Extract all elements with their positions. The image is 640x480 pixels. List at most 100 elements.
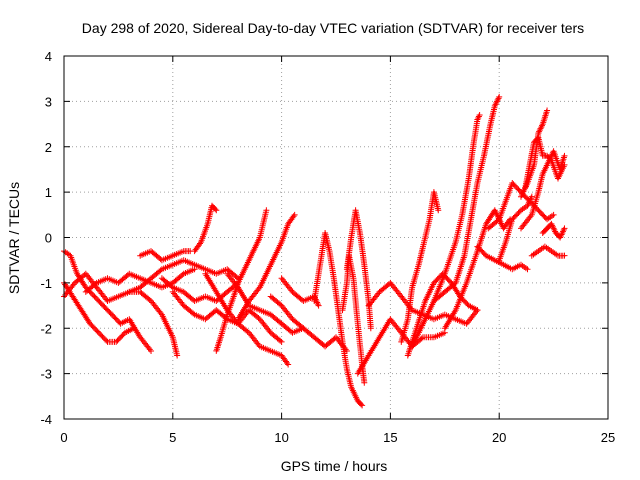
data-point-group	[180, 257, 196, 267]
data-point-group	[430, 312, 446, 323]
data-point-group	[463, 250, 480, 286]
data-point-group	[256, 307, 272, 317]
data-point-group	[509, 262, 523, 273]
data-point-group	[169, 248, 185, 259]
data-point-group	[289, 316, 305, 331]
data-point-group	[365, 290, 382, 309]
data-point-group	[361, 261, 372, 303]
data-point-group	[467, 182, 481, 223]
data-point-group	[343, 366, 354, 389]
data-point-group	[213, 267, 229, 277]
data-point-group	[169, 288, 186, 308]
data-point-group	[535, 172, 546, 196]
data-point-group	[500, 261, 514, 272]
data-point-group	[191, 261, 207, 272]
data-point-group	[430, 330, 446, 341]
data-point-group	[348, 384, 360, 403]
data-point	[528, 193, 535, 200]
data-point-group	[285, 213, 297, 227]
data-point-group	[524, 195, 535, 209]
axis-ticks: 0 5 10 15 20 25 -4 -3 -2 -1 0 1 2 3 4	[40, 49, 615, 445]
y-tick-label: 2	[45, 140, 52, 155]
data-point-group	[557, 226, 567, 241]
data-point-group	[113, 331, 127, 345]
data-point	[174, 352, 181, 359]
y-tick-label: 0	[45, 231, 52, 246]
data-point-group	[158, 311, 175, 339]
y-tick-label: 3	[45, 94, 52, 109]
data-point-group	[548, 220, 559, 235]
data-point-group	[224, 266, 240, 281]
data-point-group	[502, 218, 515, 245]
data-point-group	[474, 113, 482, 123]
data-point-group	[204, 204, 215, 227]
data-point-group	[535, 244, 547, 255]
data-point-group	[82, 281, 99, 295]
data-point	[285, 361, 292, 368]
series-track-32	[522, 134, 568, 191]
data-point-group	[452, 213, 465, 245]
data-point-group	[202, 266, 218, 276]
data-point-group	[535, 122, 545, 137]
data-point-group	[539, 226, 549, 236]
x-tick-label: 5	[169, 430, 176, 445]
data-point-group	[180, 302, 197, 317]
data-point-group	[115, 289, 131, 300]
data-point-group	[246, 307, 262, 321]
data-point-group	[343, 236, 354, 273]
data-point-group	[413, 299, 428, 332]
data-point-group	[115, 271, 131, 286]
data-point	[359, 402, 366, 409]
data-point-group	[278, 302, 295, 321]
data-point-group	[267, 329, 284, 344]
data-point-group	[528, 249, 540, 259]
data-point	[561, 161, 568, 168]
data-point-group	[224, 295, 237, 318]
data-point-group	[289, 288, 305, 303]
data-point-group	[409, 263, 422, 291]
data-point	[561, 225, 568, 232]
data-point-group	[496, 200, 509, 223]
data-point-group	[350, 275, 361, 325]
data-point-group	[104, 294, 120, 304]
series-track-9	[191, 202, 220, 255]
data-point-group	[339, 281, 350, 314]
data-point-group	[483, 252, 497, 263]
data-point-group	[278, 320, 295, 335]
data-point	[361, 379, 368, 386]
series-track-5	[126, 257, 242, 295]
data-point-group	[404, 286, 415, 323]
data-point-group	[544, 152, 554, 163]
data-point	[496, 93, 503, 100]
data-point-group	[180, 288, 197, 303]
data-point	[148, 347, 155, 354]
data-point-group	[459, 177, 472, 218]
data-point-group	[93, 284, 110, 303]
data-point-group	[246, 285, 262, 304]
data-point-group	[69, 293, 84, 312]
data-point-group	[330, 275, 341, 312]
series-track-13	[235, 211, 298, 323]
series-track-19	[354, 316, 448, 377]
data-point	[561, 152, 568, 159]
data-point-group	[387, 316, 404, 335]
data-point-group	[376, 317, 393, 341]
data-point-group	[121, 326, 135, 336]
data-point-group	[509, 208, 523, 223]
data-point-group	[518, 213, 534, 232]
data-point	[544, 107, 551, 114]
data-point-group	[67, 252, 80, 275]
y-tick-label: -4	[40, 412, 52, 427]
data-point-group	[126, 285, 142, 295]
series-track-2	[61, 279, 137, 345]
data-point-group	[544, 212, 555, 223]
series-track-33	[539, 220, 568, 241]
data-point-group	[256, 343, 272, 354]
series-track-30	[528, 243, 568, 259]
data-point-group	[354, 320, 365, 366]
data-point-group	[409, 322, 426, 350]
series-track-10	[202, 270, 292, 368]
data-point-group	[148, 298, 164, 317]
data-point-group	[430, 189, 441, 212]
